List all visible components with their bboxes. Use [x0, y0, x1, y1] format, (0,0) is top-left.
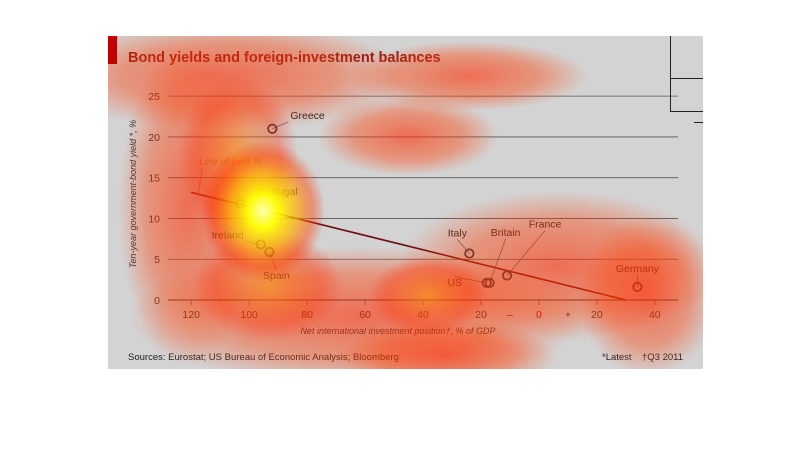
point-label-us: US	[447, 277, 462, 289]
title-accent-bar	[108, 36, 117, 64]
footnote-latest: *Latest	[602, 352, 632, 363]
x-tick-label: 100	[240, 309, 258, 321]
point-label-germany: Germany	[616, 263, 660, 275]
best-fit-label: Line of best fit	[199, 157, 262, 168]
scatter-chart: Bond yields and foreign-investment balan…	[128, 50, 683, 363]
x-tick-label: 0	[536, 309, 542, 321]
x-tick-label: 40	[417, 309, 429, 321]
y-tick-label: 5	[154, 254, 160, 266]
x-tick-label: +	[565, 309, 571, 321]
x-tick-label: 20	[475, 309, 487, 321]
footnote-q3: †Q3 2011	[642, 352, 683, 363]
point-label-portugal: Portugal	[258, 186, 297, 198]
y-axis-label: Ten-year government-bond yield *, %	[128, 120, 138, 268]
point-label-britain: Britain	[491, 227, 521, 239]
point-leader-italy	[457, 239, 470, 254]
best-fit-leader	[197, 167, 203, 197]
point-label-france: France	[529, 219, 562, 231]
point-label-greece: Greece	[290, 110, 325, 122]
y-tick-label: 0	[154, 295, 160, 307]
x-tick-label: 60	[359, 309, 371, 321]
point-ireland	[255, 239, 266, 250]
x-axis-label: Net international investment position†, …	[300, 326, 495, 336]
point-label-ireland: Ireland	[212, 230, 244, 242]
y-tick-label: 15	[148, 173, 160, 185]
x-tick-label: 40	[649, 309, 661, 321]
point-label-spain: Spain	[263, 270, 290, 282]
y-tick-label: 20	[148, 132, 160, 144]
point-greece	[267, 123, 278, 134]
chart-panel: Bond yields and foreign-investment balan…	[108, 36, 703, 369]
point-france	[501, 270, 513, 281]
corner-decoration	[668, 36, 703, 126]
chart-title: Bond yields and foreign-investment balan…	[128, 50, 441, 66]
sources-note: Sources: Eurostat; US Bureau of Economic…	[128, 352, 399, 363]
x-tick-label: 120	[182, 309, 200, 321]
x-tick-label: –	[507, 309, 513, 321]
x-tick-label: 20	[591, 309, 603, 321]
y-tick-label: 25	[148, 91, 160, 103]
point-label-italy: Italy	[448, 228, 468, 240]
y-tick-label: 10	[148, 213, 160, 225]
x-tick-label: 80	[301, 309, 313, 321]
